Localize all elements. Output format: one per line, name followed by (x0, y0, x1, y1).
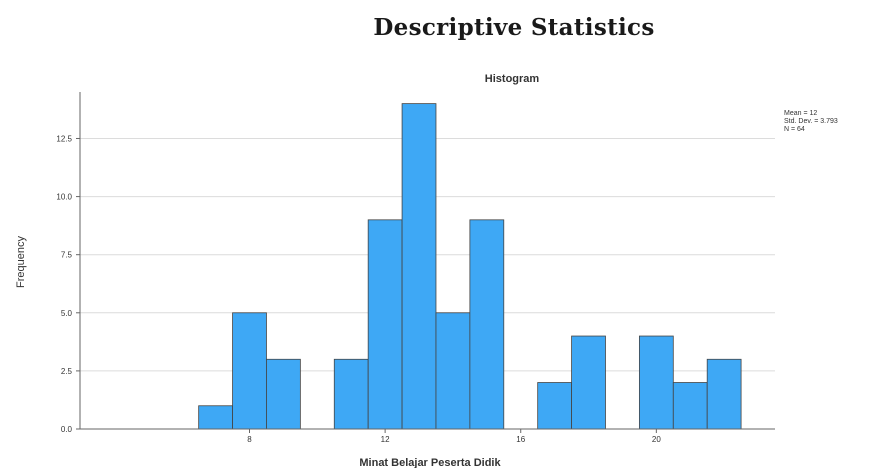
y-tick-label: 5.0 (61, 309, 73, 318)
histogram-bar (638, 335, 674, 430)
x-tick-label: 8 (247, 435, 252, 444)
stat-std-dev: Std. Dev. = 3.793 (784, 118, 838, 125)
y-axis-title: Frequency (15, 236, 27, 288)
stats-box: Mean = 12 Std. Dev. = 3.793 N = 64 (784, 110, 838, 133)
histogram-bar (571, 335, 606, 430)
stat-n: N = 64 (784, 126, 805, 133)
x-axis-title: Minat Belajar Peserta Didik (359, 457, 501, 468)
histogram-bar (333, 358, 369, 430)
y-tick-label: 0.0 (61, 425, 73, 434)
y-tick-label: 10.0 (56, 193, 72, 202)
x-tick-label: 12 (381, 435, 390, 444)
y-tick-label: 12.5 (56, 134, 72, 143)
histogram-bar (672, 382, 708, 430)
axes (76, 92, 775, 433)
histogram-bar (198, 405, 233, 430)
y-tick-label: 7.5 (61, 251, 73, 260)
histogram-bar (232, 312, 267, 430)
histogram-bar (367, 219, 403, 430)
stat-mean: Mean = 12 (784, 110, 817, 117)
chart-title: Histogram (485, 73, 540, 85)
histogram-bar (706, 358, 742, 430)
histogram-bar (435, 312, 471, 430)
histogram-bars (198, 103, 742, 430)
page-title: Descriptive Statistics (373, 14, 655, 41)
histogram-bar (401, 103, 437, 430)
x-tick-label: 20 (652, 435, 661, 444)
x-tick-label: 16 (516, 435, 525, 444)
histogram-bar (469, 219, 505, 430)
y-tick-label: 2.5 (61, 367, 73, 376)
histogram-bar (537, 382, 572, 430)
histogram-bar (266, 358, 301, 430)
tick-labels: 0.0 2.5 5.0 7.5 10.0 12.5 8 12 16 20 (56, 134, 661, 444)
